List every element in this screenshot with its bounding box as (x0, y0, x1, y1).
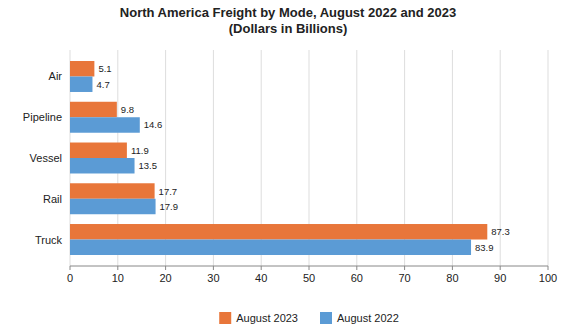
legend: August 2023 August 2022 (219, 312, 399, 324)
data-label: 87.3 (491, 226, 510, 237)
tick-mark (500, 266, 501, 270)
bar (70, 224, 487, 239)
data-labels: 87.3 17.7 11.9 9.8 5.1 83.9 17.9 13.5 14.6 4.7 (96, 63, 509, 253)
data-label: 17.7 (159, 186, 178, 197)
data-label: 13.5 (139, 160, 158, 171)
category-label: Truck (35, 234, 63, 246)
data-label: 14.6 (144, 119, 163, 130)
chart-title: North America Freight by Mode, August 20… (120, 5, 456, 36)
bar (70, 102, 117, 117)
y-axis: Truck Rail Vessel Pipeline Air (23, 70, 63, 245)
bar (70, 240, 471, 255)
bar (70, 158, 135, 173)
tick-label: 70 (398, 272, 410, 284)
grid-line (548, 50, 549, 266)
tick-label: 50 (303, 272, 315, 284)
data-label: 83.9 (475, 242, 494, 253)
bar (70, 76, 92, 91)
tick-mark (452, 266, 453, 270)
legend-label: August 2023 (236, 312, 298, 324)
tick-label: 30 (207, 272, 219, 284)
bar (70, 143, 127, 158)
data-label: 17.9 (160, 201, 179, 212)
data-label: 5.1 (98, 63, 111, 74)
legend-item: August 2023 (219, 312, 298, 324)
bar (70, 117, 140, 132)
x-axis: 0 10 20 30 40 50 60 70 80 90 100 (67, 266, 557, 284)
data-label: 4.7 (96, 79, 109, 90)
tick-label: 40 (255, 272, 267, 284)
legend-item: August 2022 (320, 312, 399, 324)
background (0, 0, 576, 336)
tick-mark (309, 266, 310, 270)
tick-mark (70, 266, 71, 270)
tick-label: 60 (351, 272, 363, 284)
tick-label: 90 (494, 272, 506, 284)
tick-mark (165, 266, 166, 270)
category-label: Pipeline (23, 111, 62, 123)
chart-container: North America Freight by Mode, August 20… (0, 0, 576, 336)
chart-svg: North America Freight by Mode, August 20… (0, 0, 576, 336)
tick-label: 10 (112, 272, 124, 284)
tick-mark (261, 266, 262, 270)
x-grid (70, 50, 548, 266)
bar (70, 183, 155, 198)
tick-label: 20 (159, 272, 171, 284)
legend-swatch (320, 312, 332, 324)
tick-mark (548, 266, 549, 270)
tick-label: 100 (539, 272, 557, 284)
bar (70, 61, 94, 76)
tick-mark (404, 266, 405, 270)
tick-label: 80 (446, 272, 458, 284)
tick-label: 0 (67, 272, 73, 284)
bar (70, 199, 156, 214)
category-label: Rail (43, 193, 62, 205)
tick-mark (117, 266, 118, 270)
bars (70, 61, 487, 255)
x-axis-line (70, 266, 548, 267)
chart-title-line: North America Freight by Mode, August 20… (120, 5, 456, 20)
chart-title-line: (Dollars in Billions) (229, 21, 347, 36)
category-label: Air (49, 70, 63, 82)
tick-mark (213, 266, 214, 270)
legend-swatch (219, 312, 231, 324)
category-label: Vessel (30, 152, 62, 164)
legend-label: August 2022 (337, 312, 399, 324)
data-label: 9.8 (121, 104, 134, 115)
tick-mark (356, 266, 357, 270)
data-label: 11.9 (131, 145, 149, 156)
